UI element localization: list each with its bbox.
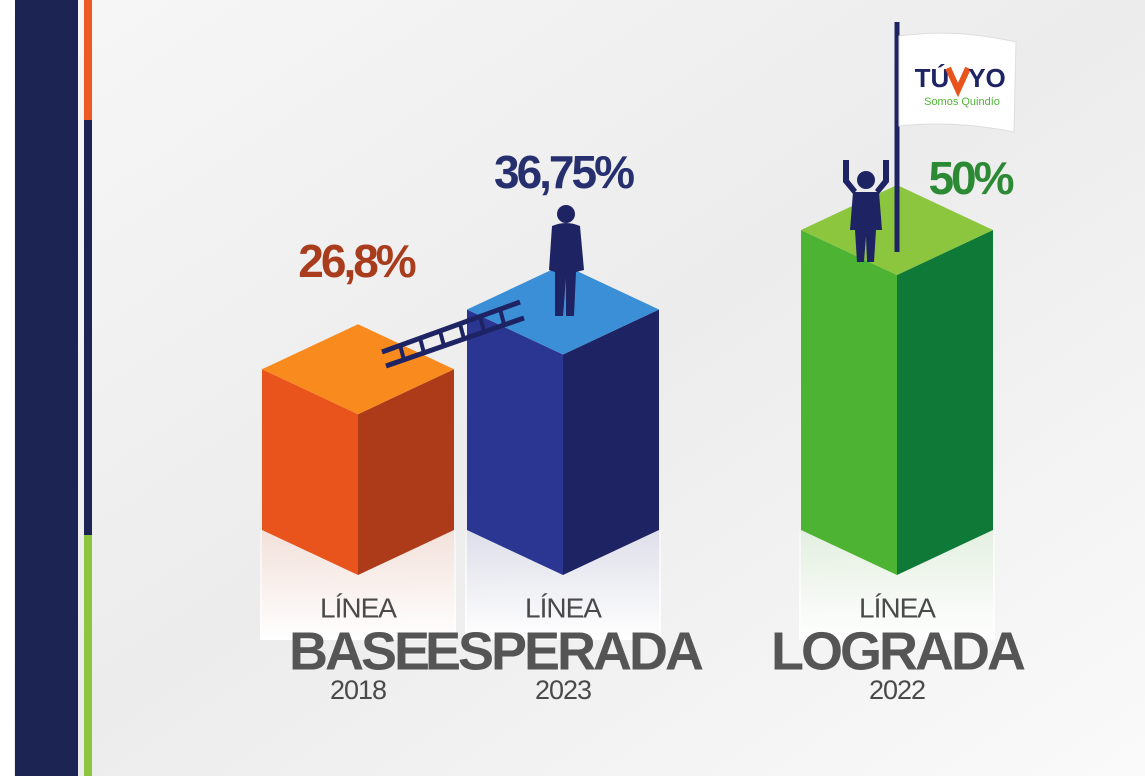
- side-stripe: [15, 0, 78, 776]
- accent-navy: [84, 120, 92, 535]
- category-header: LÍNEA: [859, 592, 936, 623]
- value-label: 26,8%: [298, 235, 416, 287]
- margin: [0, 0, 14, 776]
- accent-green: [84, 535, 92, 776]
- logo-tagline: Somos Quindío: [924, 96, 1000, 108]
- category-label: BASE: [289, 621, 428, 681]
- accent-orange: [84, 0, 92, 120]
- bar-right-face: [897, 230, 993, 575]
- logo-right: YO: [968, 63, 1006, 93]
- infographic: 26,8%LÍNEABASE201836,75%LÍNEAESPERADA202…: [0, 0, 1145, 776]
- logo-left: TÚ: [915, 63, 950, 93]
- year-label: 2022: [869, 675, 925, 705]
- bar-left-face: [801, 230, 897, 575]
- value-label: 50%: [928, 152, 1013, 204]
- category-label: LOGRADA: [771, 621, 1025, 681]
- category-label: ESPERADA: [425, 621, 703, 681]
- category-header: LÍNEA: [320, 592, 397, 623]
- bar-right-face: [563, 310, 659, 576]
- year-label: 2023: [535, 675, 591, 705]
- value-label: 36,75%: [494, 146, 634, 198]
- bar: [262, 324, 454, 575]
- category-header: LÍNEA: [525, 592, 602, 623]
- bar-left-face: [467, 310, 563, 576]
- year-label: 2018: [330, 675, 386, 705]
